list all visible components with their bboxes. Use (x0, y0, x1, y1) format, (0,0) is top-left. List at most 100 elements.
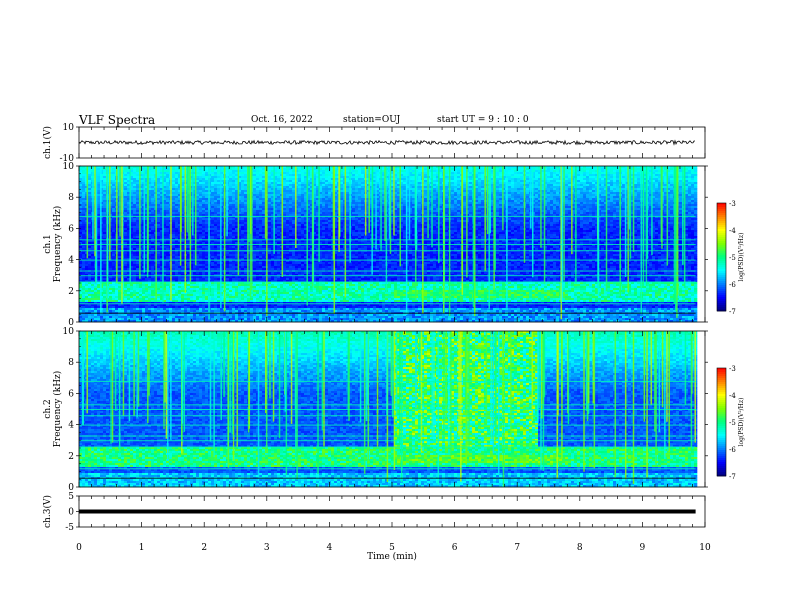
spectrogram-cell (547, 170, 550, 172)
spectrogram-cell (361, 168, 364, 170)
spectrogram-cell (496, 168, 499, 170)
spectrogram-cell (577, 182, 580, 184)
spectrogram-cell (103, 180, 106, 182)
spectrogram-cell (469, 178, 472, 180)
spectrogram-cell (463, 174, 466, 176)
spectrogram-cell (202, 178, 205, 180)
spectrogram-cell (553, 176, 556, 178)
spectrogram-cell (244, 168, 247, 170)
spectrogram-cell (535, 178, 538, 180)
spectrogram-cell (580, 170, 583, 172)
spectrogram-cell (199, 174, 202, 176)
spectrogram-cell (481, 182, 484, 184)
spectrogram-cell (607, 178, 610, 180)
spectrogram-cell (202, 170, 205, 172)
spectrogram-cell (277, 168, 280, 170)
spectrogram-cell (586, 178, 589, 180)
spectrogram-cell (589, 170, 592, 172)
spectrogram-cell (679, 170, 682, 172)
spectrogram-cell (622, 182, 625, 184)
spectrogram-cell (244, 180, 247, 182)
spectrogram-cell (475, 168, 478, 170)
spectrogram-cell (103, 168, 106, 170)
spectrogram-cell (535, 182, 538, 184)
spectrogram-cell (289, 172, 292, 174)
spectrogram-cell (172, 182, 175, 184)
spectrogram-cell (346, 170, 349, 172)
spectrogram-cell (463, 168, 466, 170)
spectrogram-cell (229, 178, 232, 180)
spectrogram-cell (424, 178, 427, 180)
spectrogram-cell (97, 184, 100, 186)
spectrogram-cell (499, 172, 502, 174)
spectrogram-cell (202, 174, 205, 176)
spectrogram-cell (514, 174, 517, 176)
spectrogram-cell (634, 180, 637, 182)
spectrogram-cell (655, 180, 658, 182)
spectrogram-cell (514, 176, 517, 178)
spectrogram-cell (301, 168, 304, 170)
spectrogram-cell (124, 172, 127, 174)
spectrogram-cell (433, 170, 436, 172)
spectrogram-cell (172, 174, 175, 176)
spectrogram-cell (577, 178, 580, 180)
spectrogram-cell (511, 178, 514, 180)
spectrogram-cell (556, 168, 559, 170)
spectrogram-cell (601, 182, 604, 184)
spectrogram-cell (157, 180, 160, 182)
spectrogram-cell (469, 176, 472, 178)
spectrogram-cell (136, 176, 139, 178)
spectrogram-cell (97, 168, 100, 170)
spectrogram-cell (79, 184, 82, 186)
spectrogram-cell (82, 168, 85, 170)
spectrogram-cell (136, 180, 139, 182)
spectrogram-cell (694, 178, 697, 180)
spectrogram-cell (550, 168, 553, 170)
spectrogram-cell (217, 170, 220, 172)
spectrogram-cell (520, 168, 523, 170)
spectrogram-cell (514, 180, 517, 182)
spectrogram-cell (361, 170, 364, 172)
spectrogram-cell (124, 182, 127, 184)
spectrogram-cell (211, 174, 214, 176)
spectrogram-cell (256, 176, 259, 178)
spectrogram-cell (517, 178, 520, 180)
spectrogram-cell (514, 178, 517, 180)
spectrogram-cell (229, 182, 232, 184)
spectrogram-cell (352, 176, 355, 178)
spectrogram-cell (241, 182, 244, 184)
spectrogram-cell (508, 180, 511, 182)
spectrogram-cell (88, 168, 91, 170)
spectrogram-cell (451, 170, 454, 172)
spectrogram-cell (79, 174, 82, 176)
spectrogram-cell (601, 168, 604, 170)
spectrogram-cell (586, 176, 589, 178)
spectrogram-cell (136, 172, 139, 174)
spectrogram-cell (610, 182, 613, 184)
spectrogram-cell (229, 176, 232, 178)
spectrogram-cell (607, 170, 610, 172)
spectrogram-cell (151, 170, 154, 172)
spectrogram-cell (496, 182, 499, 184)
spectrogram-cell (550, 176, 553, 178)
spectrogram-cell (547, 182, 550, 184)
spectrogram-cell (136, 178, 139, 180)
spectrogram-cell (565, 170, 568, 172)
spectrogram-cell (655, 174, 658, 176)
spectrogram-cell (199, 178, 202, 180)
spectrogram-cell (301, 170, 304, 172)
spectrogram-cell (583, 170, 586, 172)
spectrogram-cell (451, 178, 454, 180)
spectrogram-cell (547, 178, 550, 180)
spectrogram-cell (277, 178, 280, 180)
spectrogram-cell (481, 172, 484, 174)
spectrogram-cell (133, 170, 136, 172)
spectrogram-cell (286, 180, 289, 182)
spectrogram-cell (418, 168, 421, 170)
spectrogram-cell (688, 176, 691, 178)
spectrogram-cell (157, 182, 160, 184)
spectrogram-cell (586, 182, 589, 184)
spectrogram-cell (526, 176, 529, 178)
spectrogram-cell (637, 174, 640, 176)
spectrogram-cell (355, 182, 358, 184)
